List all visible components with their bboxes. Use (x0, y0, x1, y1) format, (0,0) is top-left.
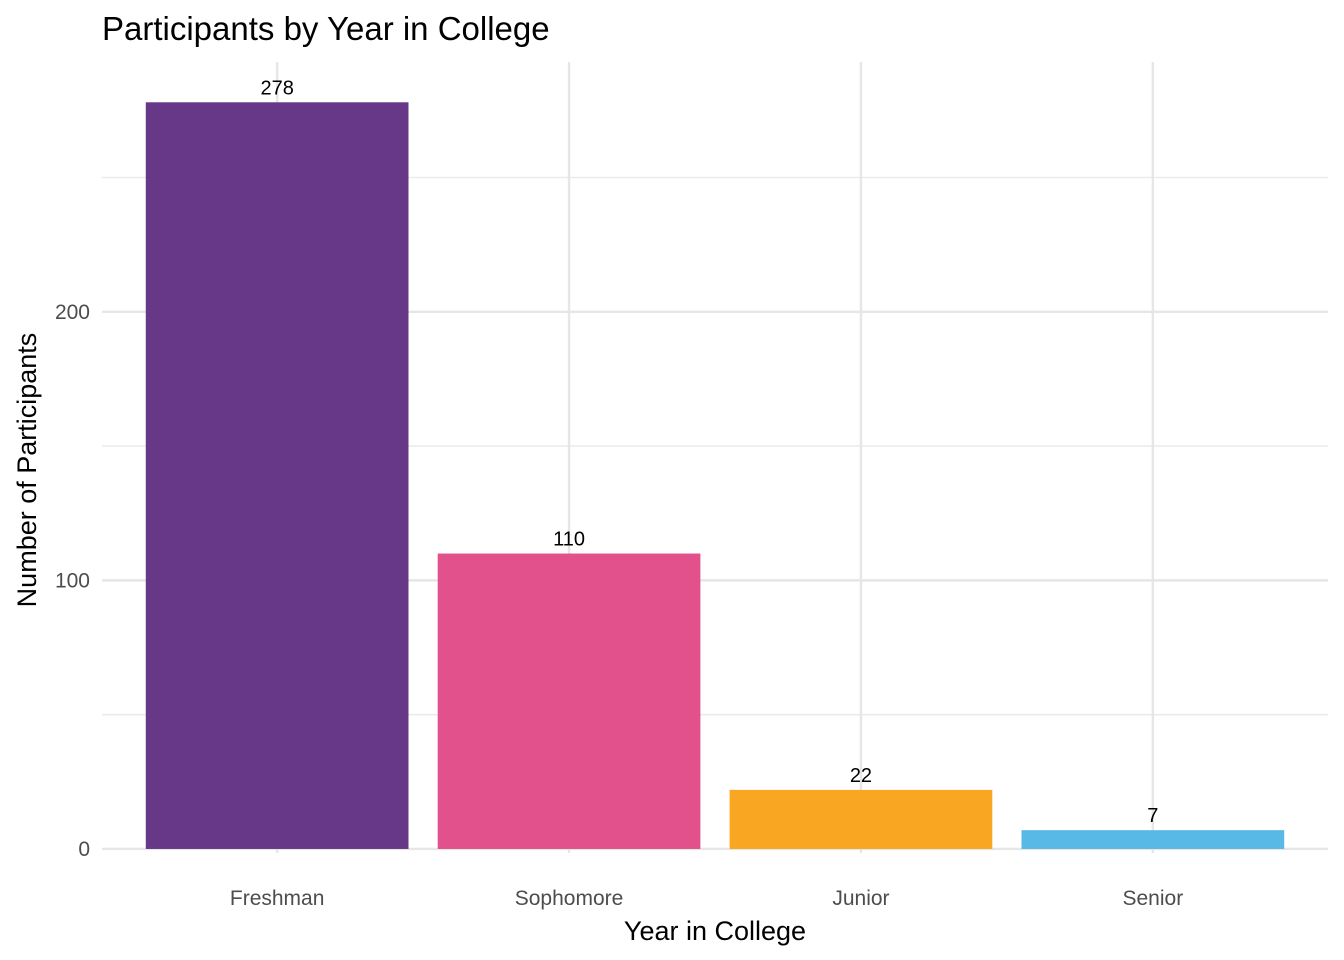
data-label-junior: 22 (850, 765, 872, 787)
x-axis-title: Year in College (624, 916, 806, 946)
y-axis-title: Number of Participants (12, 333, 42, 608)
bars (145, 102, 1285, 849)
bar-junior (729, 789, 993, 849)
bar-sophomore (437, 553, 701, 849)
x-tick-label-sophomore: Sophomore (515, 887, 624, 910)
data-label-freshman: 278 (260, 77, 293, 99)
data-labels: 278 110 22 7 (260, 77, 1158, 827)
y-tick-label: 200 (55, 301, 90, 324)
data-label-senior: 7 (1147, 805, 1158, 827)
chart-title: Participants by Year in College (102, 10, 550, 47)
y-axis-ticks: 0 100 200 (55, 301, 90, 861)
bar-freshman (145, 102, 409, 849)
x-tick-label-freshman: Freshman (230, 887, 325, 910)
x-tick-label-junior: Junior (832, 887, 889, 910)
x-tick-label-senior: Senior (1123, 887, 1184, 910)
y-tick-label: 100 (55, 569, 90, 592)
bar-senior (1021, 830, 1285, 849)
y-tick-label: 0 (78, 838, 90, 861)
x-axis-ticks: Freshman Sophomore Junior Senior (230, 887, 1183, 910)
data-label-sophomore: 110 (553, 529, 585, 551)
